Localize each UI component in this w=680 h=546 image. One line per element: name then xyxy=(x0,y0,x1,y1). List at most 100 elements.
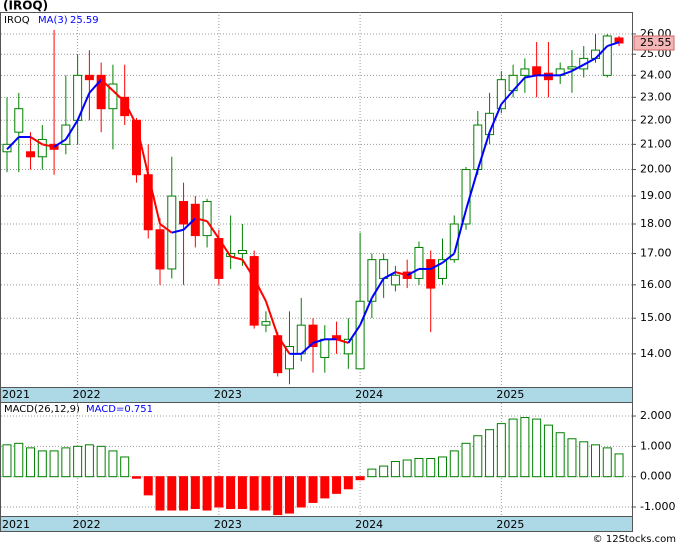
symbol-label: IROQ xyxy=(4,15,30,26)
candle-body xyxy=(296,324,306,355)
candle-body xyxy=(355,300,365,370)
candle-body xyxy=(602,35,612,76)
ma-segment xyxy=(195,217,208,223)
ma-segment xyxy=(206,220,220,240)
candle-body xyxy=(284,346,294,370)
macd-bar xyxy=(308,476,318,503)
ma-segment xyxy=(30,136,43,146)
candle-body xyxy=(120,96,130,117)
macd-bar xyxy=(296,476,306,508)
macd-bar xyxy=(496,423,506,478)
candle-body xyxy=(202,201,212,237)
candle-body xyxy=(84,74,94,81)
candle-body xyxy=(520,68,530,76)
ma-segment xyxy=(347,324,361,344)
ma-segment xyxy=(253,277,267,302)
x-tick-label: 2025 xyxy=(496,388,524,401)
macd-bar xyxy=(414,457,424,478)
ma-segment xyxy=(312,338,326,344)
ma-segment xyxy=(218,238,232,258)
candle-body xyxy=(437,259,447,279)
candle-body xyxy=(343,338,353,355)
ma-segment xyxy=(594,45,608,60)
x-tick-label: 2023 xyxy=(214,388,242,401)
ma-segment xyxy=(465,169,479,211)
macd-bar xyxy=(532,418,542,478)
macd-bar xyxy=(155,476,165,511)
macd-bar xyxy=(390,461,400,478)
y-tick-label: 2.000 xyxy=(640,409,672,422)
x-tick-label: 2021 xyxy=(2,518,30,531)
macd-bar xyxy=(167,476,177,511)
ma-segment xyxy=(395,271,408,277)
candle-body xyxy=(426,259,436,289)
ma-segment xyxy=(276,335,291,355)
ma-segment xyxy=(159,223,173,234)
macd-bar xyxy=(214,476,224,508)
macd-bar xyxy=(379,465,389,478)
chart-title: (IROQ) xyxy=(3,0,48,13)
candle-body xyxy=(402,271,412,279)
ma-segment xyxy=(147,174,161,225)
macd-bar xyxy=(143,476,153,496)
macd-bar xyxy=(61,447,71,478)
macd-bar xyxy=(332,476,342,494)
y-tick-label: 20.00 xyxy=(640,163,672,176)
candle-body xyxy=(155,229,165,270)
x-tick-label: 2022 xyxy=(73,518,101,531)
macd-title: MACD(26,12,9) xyxy=(4,404,80,415)
ma-segment xyxy=(182,217,197,231)
ma-segment xyxy=(88,79,102,94)
x-tick-label: 2024 xyxy=(355,518,383,531)
candle-body xyxy=(108,83,118,110)
candle-body xyxy=(237,249,247,255)
macd-bar xyxy=(449,450,459,478)
macd-bar xyxy=(237,476,247,510)
ma-segment xyxy=(559,70,573,77)
ma-segment xyxy=(135,124,150,175)
ma-segment xyxy=(571,63,585,72)
y-tick-label: 15.00 xyxy=(640,311,672,324)
macd-bar xyxy=(355,476,365,481)
candle-body xyxy=(26,151,36,158)
candle-body xyxy=(543,72,553,81)
x-tick-label: 2022 xyxy=(73,388,101,401)
ma-segment xyxy=(430,261,443,270)
macd-bar xyxy=(284,476,294,514)
macd-bar xyxy=(614,453,624,478)
macd-bar xyxy=(2,444,12,478)
y-tick-label: 1.000 xyxy=(640,439,672,452)
candle-body xyxy=(179,201,189,225)
macd-bar xyxy=(120,456,130,478)
macd-bar xyxy=(179,476,189,511)
macd-bar xyxy=(343,476,353,490)
macd-bar xyxy=(485,429,495,478)
macd-value-label: MACD=0.751 xyxy=(86,404,153,415)
ma-segment xyxy=(241,259,256,279)
macd-bar xyxy=(402,459,412,478)
macd-bar xyxy=(602,447,612,478)
candle-body xyxy=(249,256,259,326)
macd-bar xyxy=(437,456,447,478)
macd-bar xyxy=(84,444,94,478)
macd-bar xyxy=(555,432,565,478)
y-tick-label: 23.00 xyxy=(640,90,672,103)
ma-segment xyxy=(441,252,455,264)
candle-body xyxy=(261,321,271,326)
macd-bar xyxy=(508,418,518,478)
macd-bar xyxy=(108,450,118,478)
macd-bar xyxy=(273,476,283,516)
y-tick-label: 17.00 xyxy=(640,247,672,260)
footer: © 12Stocks.com xyxy=(593,534,676,545)
candle-body xyxy=(37,138,47,158)
x-tick-label: 2021 xyxy=(2,388,30,401)
macd-bar xyxy=(96,445,106,478)
macd-bar xyxy=(190,476,200,510)
macd-bar xyxy=(461,442,471,478)
candle-body xyxy=(320,338,330,359)
y-tick-label: 19.00 xyxy=(640,189,672,202)
macd-bar xyxy=(567,438,577,478)
candle-body xyxy=(96,74,106,110)
ma-segment xyxy=(300,342,314,355)
macd-bar xyxy=(202,476,212,511)
